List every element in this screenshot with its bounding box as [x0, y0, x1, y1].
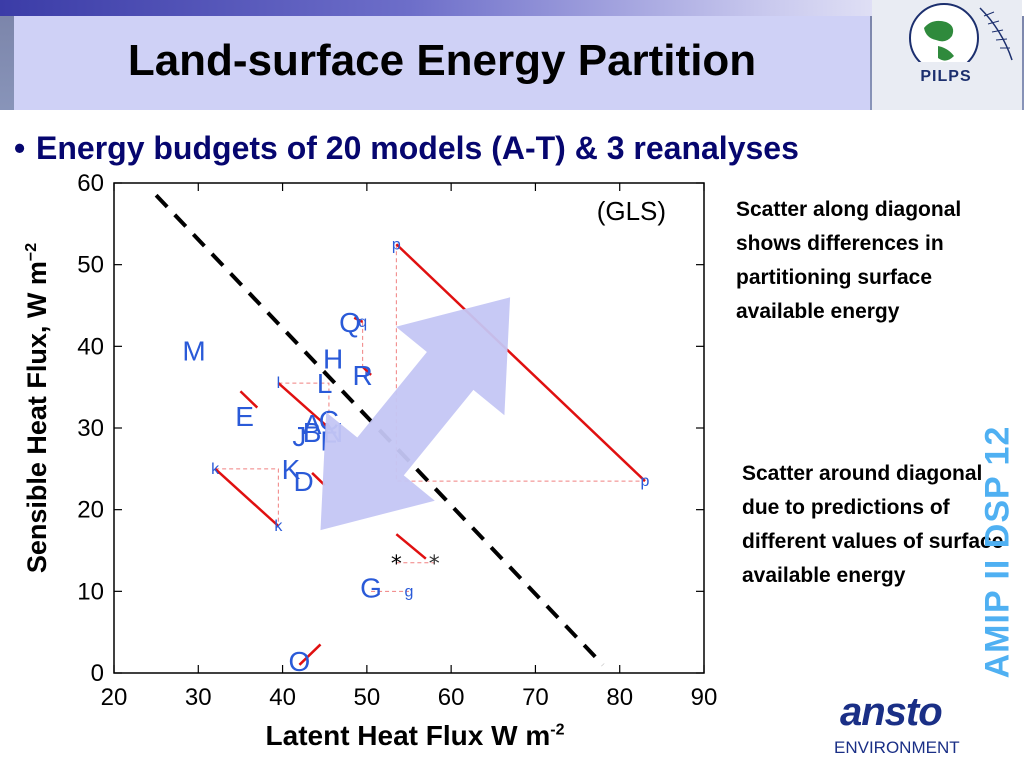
pilps-logo: PILPS — [872, 0, 1022, 110]
y-tick-label: 50 — [77, 252, 104, 279]
reanalysis-point-label: k — [274, 518, 283, 535]
y-tick-label: 20 — [77, 497, 104, 524]
x-tick-label: 40 — [269, 684, 296, 711]
red-segment — [239, 390, 259, 409]
model-point-label: E — [235, 401, 254, 432]
scatter-chart: 20 30 40 50 60 70 80 90 0 10 20 30 40 50 60 Sensible He… — [22, 170, 718, 711]
x-tick-label: 50 — [354, 684, 381, 711]
red-segment — [353, 316, 364, 323]
red-segment — [395, 533, 427, 560]
model-point-label: R — [353, 360, 373, 391]
red-segment — [298, 643, 322, 666]
model-point-label: G — [360, 572, 382, 603]
reanalysis-point-label: g — [405, 583, 414, 600]
y-tick-label: 10 — [77, 578, 104, 605]
reanalysis-point-label: k — [211, 461, 220, 478]
bullet-dot-icon: • — [14, 130, 26, 166]
top-band — [0, 0, 1024, 16]
y-tick-label: 0 — [91, 660, 104, 687]
side-label-box: AMIP II DSP 12 — [978, 392, 1018, 712]
y-tick-label: 30 — [77, 415, 104, 442]
bullet-text: Energy budgets of 20 models (A-T) & 3 re… — [36, 130, 799, 166]
x-tick-label: 90 — [691, 684, 718, 711]
red-segment — [214, 467, 280, 527]
pilps-globe-icon — [908, 3, 1013, 90]
x-axis-label: Latent Heat Flux W m-2 — [265, 720, 565, 751]
slide-title: Land-surface Energy Partition — [127, 36, 757, 85]
ansto-logo: ansto — [840, 690, 943, 734]
red-segment — [361, 365, 372, 376]
reanalysis-point-label: r — [364, 367, 370, 384]
red-segment — [311, 472, 326, 487]
model-point-label: Q — [339, 307, 361, 338]
star-point: * — [429, 552, 440, 577]
side-label: AMIP II DSP 12 — [978, 425, 1017, 679]
dashed-link — [278, 382, 330, 428]
x-axis-label-box: Latent Heat Flux W m-2 — [110, 712, 720, 758]
model-point-label: M — [182, 335, 205, 366]
red-segment — [277, 382, 330, 429]
model-point-label: L — [317, 368, 333, 399]
star-point: * — [391, 552, 402, 577]
reanalysis-point-label: l — [277, 375, 281, 392]
y-axis-label: Sensible Heat Flux, W m−2 — [22, 243, 52, 573]
model-point-label: B — [303, 417, 322, 448]
chart-panel: 20 30 40 50 60 70 80 90 0 10 20 30 40 50 60 Sensible He… — [14, 170, 720, 758]
dashed-link — [395, 244, 645, 482]
reanalysis-point-label: q — [358, 314, 367, 331]
model-point-label: J — [292, 421, 306, 452]
double-arrow — [320, 297, 511, 531]
red-segment — [395, 243, 646, 482]
x-tick-label: 60 — [438, 684, 465, 711]
model-point-label: D — [294, 466, 314, 497]
x-tick-label: 70 — [522, 684, 549, 711]
model-point-label: A — [303, 409, 322, 440]
reanalysis-point-label: p — [641, 473, 650, 490]
x-tick-label: 20 — [101, 684, 128, 711]
reanalysis-point-label: p — [392, 236, 401, 253]
y-tick-label: 40 — [77, 333, 104, 360]
dashed-link — [215, 468, 279, 526]
y-tick-label: 60 — [77, 172, 104, 197]
note-around-diagonal: Scatter around diagonal due to predictio… — [742, 462, 1004, 587]
model-point-label: O — [289, 646, 311, 677]
y-axis-label-exponent: −2 — [23, 243, 40, 261]
title-box: Land-surface Energy Partition — [14, 16, 870, 110]
x-tick-label: 80 — [606, 684, 633, 711]
bullet-line: • Energy budgets of 20 models (A-T) & 3 r… — [14, 130, 799, 167]
model-point-label: K — [282, 454, 301, 485]
x-tick-label: 30 — [185, 684, 212, 711]
ansto-logo-subtitle: ENVIRONMENT — [834, 738, 960, 757]
chart-title: (GLS) — [597, 196, 666, 226]
note-diagonal-scatter: Scatter along diagonal shows differences… — [736, 198, 962, 323]
model-point-label: H — [323, 344, 343, 375]
pilps-logo-text: PILPS — [920, 68, 972, 85]
